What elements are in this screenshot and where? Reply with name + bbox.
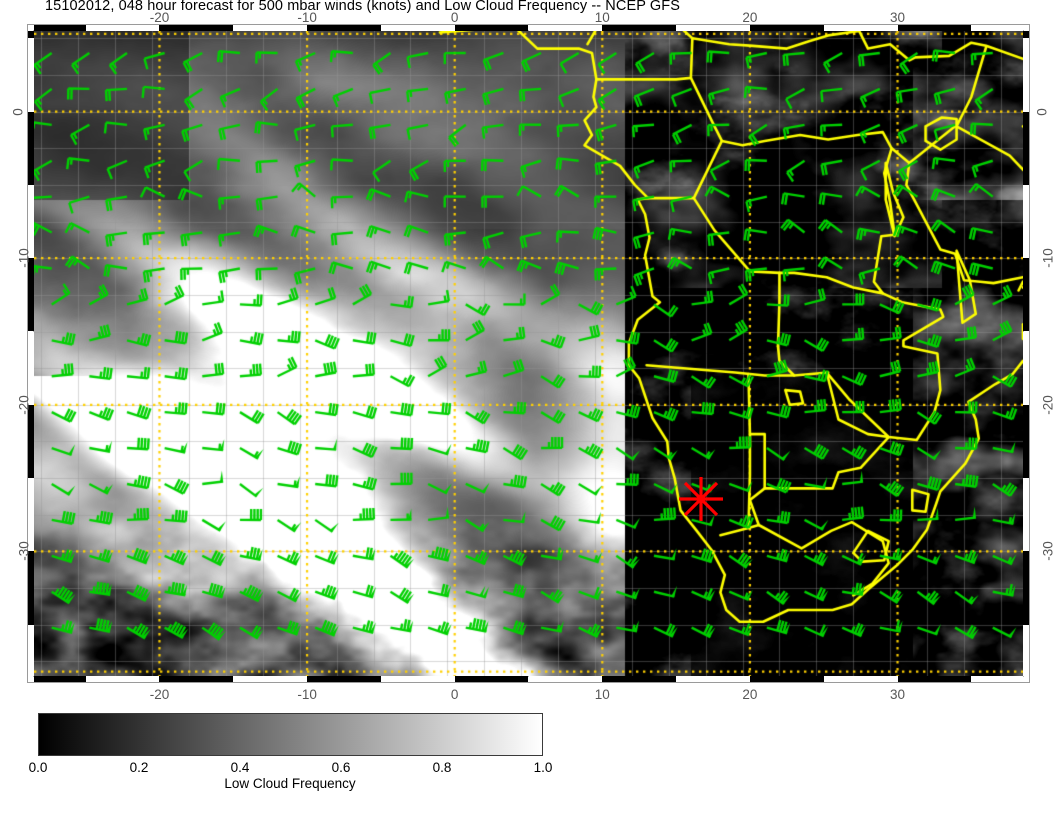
border-segment <box>1023 404 1029 479</box>
map-border-left <box>28 31 34 676</box>
border-segment <box>971 25 1023 31</box>
x-axis-tick-bottom-5: 30 <box>890 687 906 702</box>
x-axis-tick-bottom-2: 0 <box>450 687 459 702</box>
border-segment <box>1023 184 1029 259</box>
colorbar-tick-0: 0.0 <box>28 760 48 775</box>
border-segment <box>1023 258 1029 332</box>
border-segment <box>1023 38 1029 112</box>
map-plot-area[interactable] <box>34 31 1023 676</box>
x-axis-tick-top-3: 10 <box>594 10 610 25</box>
y-axis-tick-right-0: 0 <box>1034 107 1050 116</box>
border-segment <box>971 676 1023 682</box>
page-title: 15102012, 048 hour forecast for 500 mbar… <box>45 0 680 14</box>
border-segment <box>823 25 898 31</box>
border-segment <box>233 25 308 31</box>
border-segment <box>28 331 34 405</box>
y-axis-tick-left-1: -10 <box>16 248 32 268</box>
colorbar-tick-4: 0.8 <box>432 760 452 775</box>
x-axis-tick-top-5: 30 <box>890 10 906 25</box>
border-segment <box>823 676 898 682</box>
map-border-bottom <box>34 676 1023 682</box>
colorbar-tick-3: 0.6 <box>331 760 351 775</box>
map-panel[interactable] <box>34 31 1023 676</box>
border-segment <box>34 676 86 682</box>
colorbar-title: Low Cloud Frequency <box>224 776 356 791</box>
border-segment <box>380 25 455 31</box>
border-segment <box>749 25 824 31</box>
border-segment <box>34 25 86 31</box>
border-segment <box>307 25 381 31</box>
y-axis-tick-right-3: -30 <box>1040 541 1056 562</box>
x-axis-tick-top-4: 20 <box>742 10 758 25</box>
border-segment <box>28 184 34 259</box>
x-axis-tick-bottom-1: -10 <box>297 687 317 702</box>
border-segment <box>159 25 234 31</box>
x-axis-tick-top-1: -10 <box>297 10 317 25</box>
border-segment <box>602 676 677 682</box>
border-segment <box>28 111 34 185</box>
border-segment <box>528 25 603 31</box>
y-axis-tick-right-1: -10 <box>1040 248 1056 268</box>
border-segment <box>454 676 529 682</box>
border-segment <box>28 258 34 332</box>
border-segment <box>307 676 381 682</box>
border-segment <box>1023 551 1029 625</box>
wind-barb-layer <box>34 31 1023 676</box>
border-segment <box>380 676 455 682</box>
x-axis-tick-top-0: -20 <box>149 10 170 25</box>
border-segment <box>233 676 308 682</box>
border-segment <box>159 676 234 682</box>
map-border-top <box>34 25 1023 31</box>
colorbar-tick-5: 1.0 <box>533 760 553 775</box>
border-segment <box>28 624 34 676</box>
border-segment <box>528 676 603 682</box>
border-segment <box>454 25 529 31</box>
border-segment <box>1023 478 1029 552</box>
x-axis-tick-bottom-0: -20 <box>149 687 170 702</box>
border-segment <box>602 25 677 31</box>
border-segment <box>28 551 34 625</box>
y-axis-tick-right-2: -20 <box>1040 395 1056 415</box>
border-segment <box>1023 331 1029 405</box>
border-segment <box>85 25 160 31</box>
border-segment <box>749 676 824 682</box>
x-axis-tick-bottom-3: 10 <box>594 687 610 702</box>
border-segment <box>85 676 160 682</box>
colorbar[interactable] <box>38 713 543 756</box>
border-segment <box>28 404 34 479</box>
border-segment <box>897 25 972 31</box>
map-border-right <box>1023 31 1029 676</box>
border-segment <box>28 478 34 552</box>
border-segment <box>1023 111 1029 185</box>
border-segment <box>28 38 34 112</box>
colorbar-tick-2: 0.4 <box>230 760 250 775</box>
border-segment <box>897 676 972 682</box>
y-axis-tick-left-2: -20 <box>16 395 32 415</box>
border-segment <box>1023 31 1029 39</box>
x-axis-tick-top-2: 0 <box>450 10 459 25</box>
border-segment <box>28 31 34 39</box>
x-axis-tick-bottom-4: 20 <box>742 687 758 702</box>
y-axis-tick-left-0: 0 <box>10 107 26 116</box>
border-segment <box>676 676 750 682</box>
y-axis-tick-left-3: -30 <box>16 541 32 562</box>
colorbar-tick-1: 0.2 <box>129 760 149 775</box>
border-segment <box>1023 624 1029 676</box>
border-segment <box>676 25 750 31</box>
